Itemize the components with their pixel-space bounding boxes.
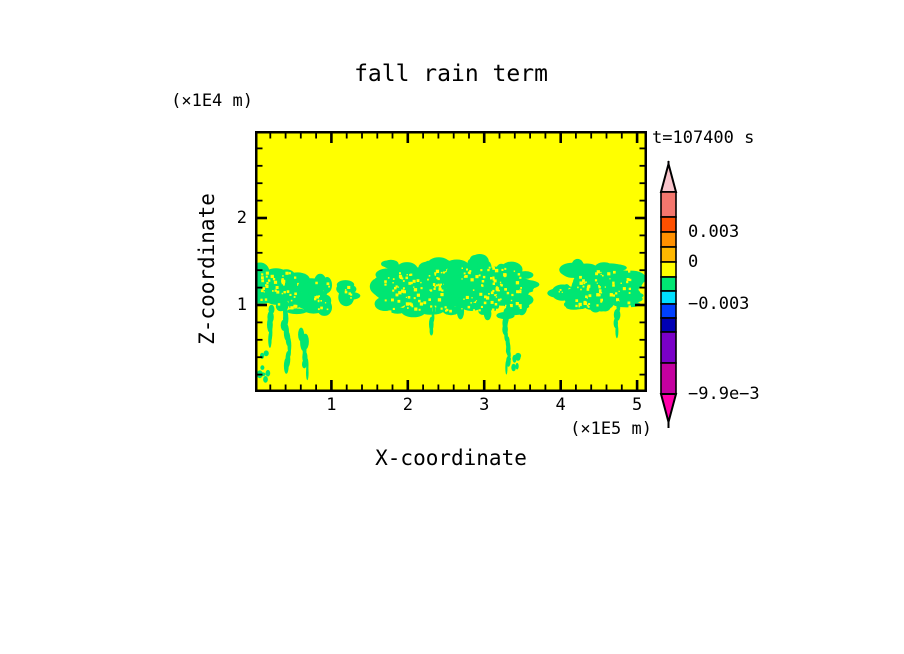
x-tick-label: 5 — [631, 395, 643, 415]
x-axis-title: X-coordinate — [375, 446, 527, 470]
colorbar-segment — [660, 276, 677, 292]
colorbar-label: −9.9e−3 — [688, 384, 760, 404]
y-axis-title: Z-coordinate — [195, 193, 219, 345]
colorbar-segment — [660, 362, 677, 395]
colorbar-bottom-arrow — [659, 393, 678, 426]
x-tick-label: 2 — [402, 395, 413, 415]
colorbar-top-arrow — [659, 160, 678, 193]
plot-area — [255, 131, 647, 392]
colorbar-glyph — [659, 160, 678, 428]
colorbar-segment — [660, 290, 677, 305]
green-field — [255, 254, 646, 383]
x-tick-label: 3 — [479, 395, 490, 415]
colorbar-label: 0 — [688, 252, 699, 272]
colorbar-segment — [660, 317, 677, 333]
y-tick-label: 2 — [236, 208, 247, 228]
x-tick-label: 1 — [326, 395, 337, 415]
axis-ticks — [257, 133, 645, 390]
colorbar-segment — [660, 331, 677, 364]
colorbar — [655, 160, 701, 432]
plot-canvas — [255, 131, 647, 392]
plot-frame — [255, 131, 647, 392]
colorbar-segment — [660, 231, 677, 248]
x-tick-label: 4 — [555, 395, 566, 415]
chart-title: fall rain term — [354, 61, 548, 87]
x-axis-unit-label: (×1E5 m) — [570, 419, 652, 439]
colorbar-label: −0.003 — [688, 294, 750, 314]
colorbar-segment — [660, 191, 677, 218]
y-axis-unit-label: (×1E4 m) — [171, 91, 253, 111]
colorbar-segment — [660, 261, 677, 278]
colorbar-segment — [660, 303, 677, 319]
colorbar-label: 0.003 — [688, 222, 740, 242]
y-tick-label: 1 — [236, 295, 247, 315]
colorbar-segment — [660, 216, 677, 233]
time-label: t=107400 s — [652, 128, 755, 148]
colorbar-segment — [660, 246, 677, 263]
